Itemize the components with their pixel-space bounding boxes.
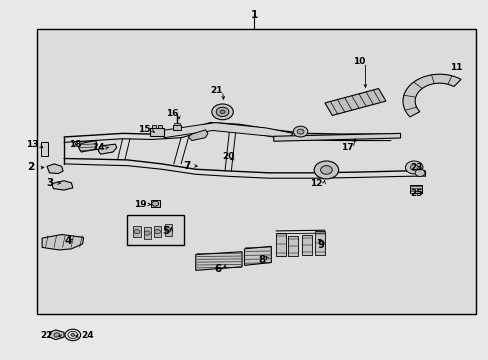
Bar [409,185,422,193]
Polygon shape [42,234,83,250]
Polygon shape [273,134,400,141]
Text: 22: 22 [40,332,52,341]
Text: 15: 15 [138,125,150,134]
Polygon shape [79,140,97,152]
Text: 12: 12 [310,179,322,188]
Bar [288,236,298,256]
Bar [174,123,180,126]
Polygon shape [188,130,207,140]
Text: 23: 23 [409,163,422,172]
Text: 6: 6 [214,264,221,274]
Text: 10: 10 [352,57,365,66]
Circle shape [152,201,158,206]
Text: 1: 1 [250,10,257,20]
Bar [152,125,156,129]
Circle shape [320,166,331,174]
Circle shape [216,107,228,117]
Circle shape [144,231,150,235]
Polygon shape [402,74,460,117]
Text: 7: 7 [183,161,190,171]
Text: 3: 3 [46,178,53,188]
Circle shape [71,333,75,336]
Circle shape [297,129,304,134]
Text: 9: 9 [317,240,325,250]
Text: 2: 2 [27,162,35,172]
Circle shape [293,126,307,137]
Text: 18: 18 [69,140,81,149]
Circle shape [414,169,424,176]
Polygon shape [47,164,63,174]
Text: 16: 16 [166,109,178,118]
Bar [41,142,47,156]
Circle shape [154,229,160,234]
Bar [154,226,161,237]
Bar [276,233,285,256]
Text: 5: 5 [162,226,169,236]
Bar [127,215,183,244]
Circle shape [211,104,233,120]
Polygon shape [195,252,242,270]
Text: 14: 14 [92,143,104,152]
Text: 13: 13 [26,140,39,149]
Circle shape [54,333,60,337]
Text: 4: 4 [64,236,72,246]
Bar [143,227,151,239]
Text: 25: 25 [409,189,422,198]
Bar [302,235,311,255]
Bar [158,125,161,129]
Circle shape [165,228,171,232]
Text: 20: 20 [222,152,235,161]
Polygon shape [325,89,385,116]
Bar [150,128,163,136]
Bar [164,224,171,235]
Text: 19: 19 [134,200,147,209]
Bar [315,231,325,255]
Circle shape [134,229,140,234]
Circle shape [409,165,417,170]
Polygon shape [98,144,117,154]
Bar [151,201,159,207]
Text: 11: 11 [449,63,462,72]
Polygon shape [49,330,64,339]
Polygon shape [161,123,293,138]
Text: 17: 17 [340,143,352,152]
Bar [173,126,181,130]
Text: 21: 21 [209,86,222,95]
Circle shape [405,161,422,174]
Bar [133,226,141,237]
Bar [37,30,475,315]
Polygon shape [244,246,271,265]
Circle shape [314,161,338,179]
Circle shape [220,110,224,114]
Text: 24: 24 [81,332,94,341]
Polygon shape [52,181,73,190]
Text: 8: 8 [258,255,265,265]
